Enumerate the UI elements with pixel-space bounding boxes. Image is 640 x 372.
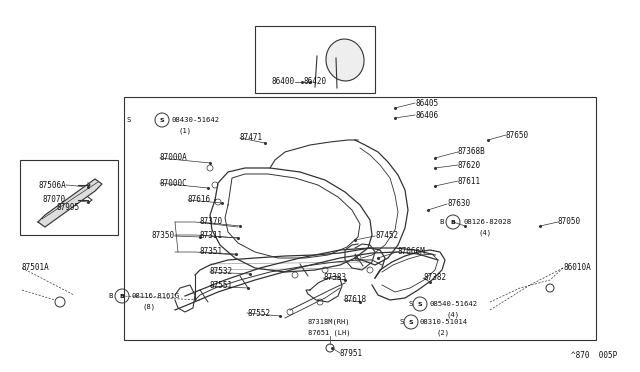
Text: 87551: 87551 [210, 282, 233, 291]
Text: S: S [408, 301, 413, 307]
Text: 87368B: 87368B [458, 148, 486, 157]
Text: 87995: 87995 [56, 203, 79, 212]
Bar [255, 26, 375, 93]
Text: S: S [399, 319, 404, 325]
Text: 87050: 87050 [558, 218, 581, 227]
Text: 87383: 87383 [323, 273, 346, 282]
Text: 87532: 87532 [210, 267, 233, 276]
Text: S: S [409, 320, 413, 324]
Text: B: B [451, 219, 456, 224]
Text: 87000A: 87000A [160, 154, 188, 163]
Text: 08310-51014: 08310-51014 [419, 319, 467, 325]
Text: (2): (2) [436, 330, 449, 336]
Text: 87951: 87951 [340, 349, 363, 357]
Bar [124, 97, 596, 340]
Text: B: B [120, 294, 124, 298]
Text: B: B [440, 219, 444, 225]
Text: 87650: 87650 [506, 131, 529, 140]
Text: S: S [160, 118, 164, 122]
Text: 87350: 87350 [152, 231, 175, 241]
Text: (1): (1) [179, 128, 192, 134]
Text: 86400: 86400 [272, 77, 295, 87]
Text: B: B [109, 293, 113, 299]
Text: S: S [127, 117, 131, 123]
Text: 86405: 86405 [415, 99, 438, 108]
Text: 87311: 87311 [200, 231, 223, 240]
Bar [20, 160, 118, 235]
Text: 08116-8161G: 08116-8161G [131, 293, 179, 299]
Text: 86420: 86420 [303, 77, 326, 87]
Text: 87351: 87351 [200, 247, 223, 257]
Text: 87651 (LH): 87651 (LH) [308, 330, 351, 336]
Text: (8): (8) [143, 304, 156, 310]
Text: (4): (4) [446, 312, 459, 318]
Text: 87000C: 87000C [160, 179, 188, 187]
Text: S: S [418, 301, 422, 307]
Text: 08430-51642: 08430-51642 [171, 117, 219, 123]
Polygon shape [38, 179, 102, 227]
Text: 87618: 87618 [344, 295, 367, 305]
Text: 87452: 87452 [375, 231, 398, 241]
Text: 87630: 87630 [447, 199, 470, 208]
Ellipse shape [326, 39, 364, 81]
Text: 87471: 87471 [240, 134, 263, 142]
Text: 87382: 87382 [423, 273, 446, 282]
Text: 87070: 87070 [43, 196, 66, 205]
Text: 08540-51642: 08540-51642 [429, 301, 477, 307]
Text: 87066M: 87066M [397, 247, 425, 257]
Text: 87506A: 87506A [38, 180, 66, 189]
Text: 87318M(RH): 87318M(RH) [308, 319, 351, 325]
Text: (4): (4) [478, 230, 491, 236]
Text: 87370: 87370 [200, 218, 223, 227]
Text: 87611: 87611 [458, 176, 481, 186]
Text: 86010A: 86010A [563, 263, 591, 273]
Text: 86406: 86406 [415, 110, 438, 119]
Text: 08126-82028: 08126-82028 [463, 219, 511, 225]
Text: ^870  005P: ^870 005P [571, 352, 617, 360]
Text: 87501A: 87501A [22, 263, 50, 273]
Text: 87616: 87616 [188, 196, 211, 205]
Text: 87620: 87620 [458, 160, 481, 170]
Text: 87552: 87552 [247, 308, 270, 317]
